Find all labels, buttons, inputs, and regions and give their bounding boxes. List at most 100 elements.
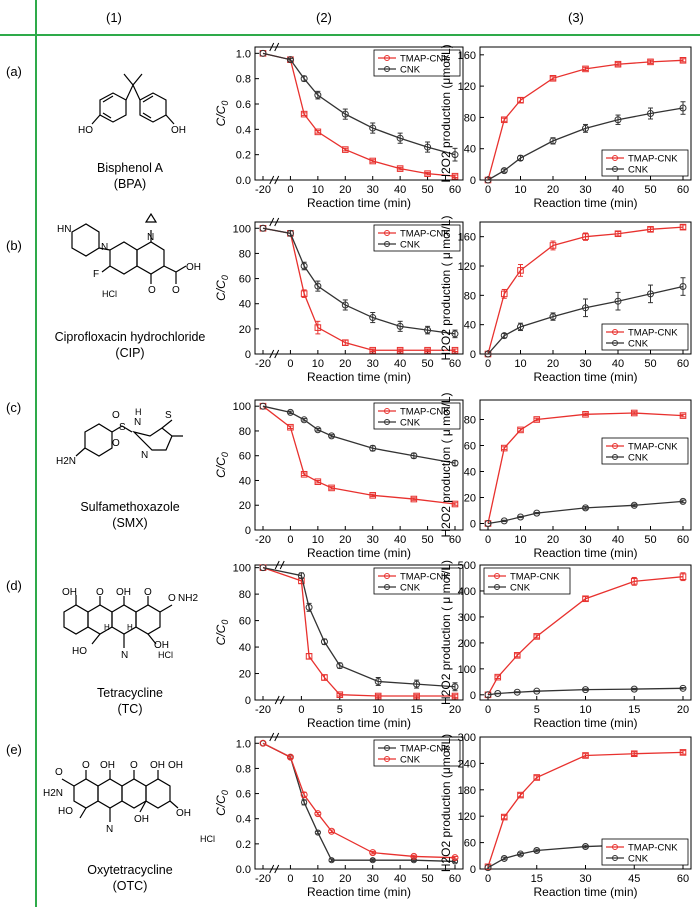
data-point	[451, 346, 459, 354]
atom-label: H	[127, 623, 133, 632]
column-header-3: (3)	[568, 10, 584, 25]
data-point	[494, 690, 502, 698]
compound-title: Oxytetracycline	[87, 863, 173, 877]
data-point	[369, 849, 377, 857]
data-point	[424, 346, 431, 354]
data-point	[647, 290, 654, 298]
x-tick-label: 50	[644, 184, 656, 196]
legend-label: TMAP-CNK	[510, 572, 560, 583]
x-tick-label: 20	[677, 704, 689, 716]
y-tick-label: 20	[239, 669, 251, 681]
y-tick-label: 0.2	[236, 839, 251, 851]
data-point	[533, 633, 541, 640]
legend-marker	[494, 573, 500, 579]
y-tick-label: 40	[464, 467, 476, 479]
data-point	[374, 692, 382, 700]
data-point	[517, 791, 524, 799]
compound-abbr: (OTC)	[112, 879, 148, 893]
data-point	[300, 290, 308, 297]
x-tick-label: 30	[367, 358, 379, 370]
x-tick-label: 0	[485, 358, 491, 370]
y-tick-label: 20	[239, 324, 251, 336]
y-tick-label: 100	[233, 563, 251, 575]
y-tick-label: 0.2	[236, 150, 251, 162]
atom-label: O	[144, 587, 152, 598]
data-point	[517, 850, 524, 858]
axis-break-mark	[274, 864, 280, 874]
y-tick-label: 0.4	[236, 814, 251, 826]
legend-marker	[384, 573, 390, 579]
y-axis-label: H2O2 production ( μ mol/L)	[439, 393, 453, 538]
data-point	[305, 653, 313, 660]
y-tick-label: 0	[470, 519, 476, 531]
y-tick-label: 200	[458, 638, 476, 650]
legend-marker	[612, 855, 618, 861]
x-tick-label: 10	[514, 184, 526, 196]
legend-label: CNK	[510, 583, 531, 594]
data-point	[297, 572, 305, 580]
x-tick-label: 50	[644, 534, 656, 546]
x-axis-label: Reaction time (min)	[307, 370, 411, 384]
data-point	[679, 573, 687, 580]
data-point	[451, 500, 459, 508]
data-point	[500, 813, 508, 821]
compound-name-c: Sulfamethoxazole (SMX)	[40, 499, 220, 531]
atom-label: H2N	[56, 456, 76, 467]
data-point	[396, 134, 404, 142]
atom-label: N	[106, 824, 113, 835]
data-point	[336, 662, 344, 670]
legend-marker	[384, 241, 390, 247]
data-point	[630, 685, 638, 693]
atom-label: O	[148, 285, 156, 296]
axis-break-mark	[274, 42, 280, 52]
atom-label: OH	[150, 760, 165, 771]
x-tick-label: 40	[394, 873, 406, 885]
row-label-d: (d)	[6, 578, 22, 593]
data-point	[500, 332, 508, 340]
y-axis-label: C/C0	[214, 101, 230, 127]
data-point	[451, 459, 459, 467]
atom-label: H2N	[43, 788, 63, 799]
legend-label: TMAP-CNK	[400, 229, 450, 240]
legend-label: TMAP-CNK	[400, 744, 450, 755]
x-tick-label: 40	[394, 184, 406, 196]
y-tick-label: 0	[245, 695, 251, 707]
data-point	[336, 691, 344, 699]
plot-frame	[254, 399, 464, 531]
x-tick-label: 60	[449, 358, 461, 370]
data-point	[517, 513, 524, 521]
atom-label: H	[135, 407, 142, 417]
column-header-1: (1)	[106, 10, 122, 25]
x-tick-label: 20	[339, 873, 351, 885]
data-point	[424, 326, 432, 334]
data-point	[259, 564, 267, 572]
data-point	[614, 60, 622, 68]
axis-break-mark	[269, 349, 275, 359]
y-tick-label: 80	[464, 112, 476, 124]
y-tick-label: 80	[464, 290, 476, 302]
x-tick-label: 0	[287, 184, 293, 196]
series-line-tmap-cnk	[487, 226, 684, 355]
data-point	[679, 104, 687, 112]
atom-label: OH	[116, 587, 131, 598]
atom-label: HCl	[200, 834, 215, 844]
atom-label: O	[112, 438, 120, 449]
x-tick-label: 20	[339, 184, 351, 196]
axis-break-mark	[274, 560, 280, 570]
y-tick-label: 0.8	[236, 74, 251, 86]
atom-label: N	[121, 650, 128, 661]
y-tick-label: 60	[239, 616, 251, 628]
data-point	[484, 350, 492, 358]
x-tick-label: 0	[287, 873, 293, 885]
y-tick-label: 0	[470, 175, 476, 187]
legend-marker	[384, 584, 390, 590]
legend-marker	[494, 584, 500, 590]
data-point	[533, 687, 541, 695]
tc-structure: OH O OH O O NH2 HO N HCl H H OH	[62, 587, 198, 661]
plot-frame	[254, 564, 464, 701]
otc-structure: O OH O OH O OH H2N HO N OH OH HCl	[43, 760, 215, 844]
data-point	[410, 495, 418, 503]
data-point	[484, 864, 492, 872]
y-tick-label: 60	[464, 441, 476, 453]
